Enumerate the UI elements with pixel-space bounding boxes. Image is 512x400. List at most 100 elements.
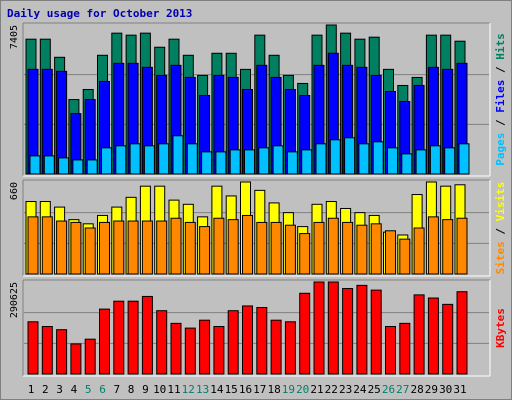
bar-kbytes-day-25 xyxy=(370,289,382,375)
bar-sites-day-11 xyxy=(170,217,182,275)
x-tick-day-6: 6 xyxy=(99,383,106,396)
bar-kbytes-day-18 xyxy=(270,319,282,375)
bar-sites-day-12 xyxy=(184,221,196,275)
bar-kbytes-day-8 xyxy=(127,300,139,375)
bar-pages-day-30 xyxy=(444,147,456,175)
x-tick-day-4: 4 xyxy=(71,383,78,396)
bar-kbytes-day-14 xyxy=(213,326,225,375)
x-tick-day-7: 7 xyxy=(113,383,120,396)
bar-pages-day-4 xyxy=(72,159,84,175)
bar-kbytes-day-10 xyxy=(156,310,168,375)
bar-kbytes-day-2 xyxy=(41,326,53,375)
bar-sites-day-13 xyxy=(199,226,211,275)
bar-sites-day-8 xyxy=(127,220,139,275)
bar-kbytes-day-16 xyxy=(242,305,253,375)
x-tick-day-30: 30 xyxy=(439,383,452,396)
bar-kbytes-day-7 xyxy=(113,300,125,375)
bar-pages-day-3 xyxy=(58,157,70,175)
bar-kbytes-day-29 xyxy=(427,297,439,375)
bar-pages-day-25 xyxy=(372,141,384,175)
x-tick-day-9: 9 xyxy=(142,383,149,396)
bar-pages-day-11 xyxy=(172,135,184,175)
bar-pages-day-15 xyxy=(229,149,241,175)
bar-pages-day-17 xyxy=(258,147,270,175)
bar-kbytes-day-28 xyxy=(413,294,425,375)
bar-pages-day-10 xyxy=(158,143,170,175)
bar-pages-day-14 xyxy=(215,151,227,175)
bar-kbytes-day-15 xyxy=(227,310,239,375)
x-tick-day-2: 2 xyxy=(42,383,49,396)
bar-pages-day-7 xyxy=(115,145,127,175)
y-max-label: 290625 xyxy=(9,282,20,318)
x-tick-day-26: 26 xyxy=(382,383,395,396)
x-tick-day-1: 1 xyxy=(28,383,35,396)
bar-pages-day-5 xyxy=(86,159,98,175)
bar-sites-day-25 xyxy=(370,223,382,275)
bar-sites-day-16 xyxy=(242,214,253,275)
panel-hits-files-pages: 7405 Pages / Files / Hits xyxy=(9,22,507,177)
panel-kbytes: 290625 KBytes xyxy=(9,279,507,377)
bar-sites-day-3 xyxy=(56,220,68,275)
bar-sites-day-30 xyxy=(442,219,454,275)
bar-sites-day-6 xyxy=(99,221,110,275)
bar-pages-day-29 xyxy=(429,145,441,175)
x-tick-day-3: 3 xyxy=(56,383,63,396)
bar-sites-day-29 xyxy=(427,216,439,275)
bar-kbytes-day-22 xyxy=(327,281,339,375)
bar-kbytes-day-31 xyxy=(456,291,468,375)
bar-sites-day-21 xyxy=(313,221,325,275)
bar-kbytes-day-11 xyxy=(170,322,182,375)
bar-pages-day-8 xyxy=(129,143,141,175)
bar-pages-day-20 xyxy=(301,149,313,175)
legend-segment: Files xyxy=(494,80,507,113)
legend-segment: / xyxy=(494,60,507,80)
legend-segment: / xyxy=(494,113,507,133)
legend-segment: KBytes xyxy=(494,308,507,348)
chart-title: Daily usage for October 2013 xyxy=(7,7,192,20)
bar-kbytes-day-1 xyxy=(27,321,39,375)
bar-pages-day-16 xyxy=(244,149,255,175)
bar-kbytes-day-13 xyxy=(199,319,211,375)
legend-segment: Visits xyxy=(494,182,507,222)
bar-pages-day-9 xyxy=(143,145,155,175)
bar-sites-day-20 xyxy=(299,233,311,275)
bar-pages-day-19 xyxy=(286,151,298,175)
bar-pages-day-18 xyxy=(272,145,284,175)
bar-kbytes-day-3 xyxy=(56,329,68,375)
bar-sites-day-15 xyxy=(227,219,239,275)
legend-visits-sites: Sites / Visits xyxy=(494,182,507,275)
x-tick-day-19: 19 xyxy=(282,383,295,396)
bar-pages-day-1 xyxy=(29,155,41,175)
bar-sites-day-17 xyxy=(256,221,268,275)
bar-kbytes-day-27 xyxy=(399,322,411,375)
panel-visits-sites: 660 Sites / Visits xyxy=(9,179,507,277)
x-tick-day-27: 27 xyxy=(396,383,409,396)
bar-pages-day-26 xyxy=(387,147,398,175)
bar-kbytes-day-5 xyxy=(84,338,96,375)
x-tick-day-28: 28 xyxy=(410,383,423,396)
bar-kbytes-day-12 xyxy=(184,327,196,375)
y-max-label: 7405 xyxy=(9,25,20,49)
x-tick-day-21: 21 xyxy=(310,383,323,396)
bar-sites-day-4 xyxy=(70,221,82,275)
x-tick-day-25: 25 xyxy=(368,383,381,396)
bar-pages-day-27 xyxy=(401,153,413,175)
x-tick-day-5: 5 xyxy=(85,383,92,396)
x-tick-day-15: 15 xyxy=(225,383,238,396)
x-tick-day-8: 8 xyxy=(128,383,135,396)
bar-sites-day-24 xyxy=(356,224,368,275)
x-tick-day-31: 31 xyxy=(453,383,466,396)
bar-sites-day-1 xyxy=(27,216,39,275)
bar-kbytes-day-9 xyxy=(141,295,153,375)
legend-segment: Pages xyxy=(494,133,507,166)
bar-pages-day-24 xyxy=(358,143,370,175)
legend-segment: Hits xyxy=(494,33,507,60)
bar-kbytes-day-23 xyxy=(342,288,354,375)
x-tick-day-10: 10 xyxy=(153,383,166,396)
bar-sites-day-2 xyxy=(41,216,53,275)
x-tick-day-22: 22 xyxy=(325,383,338,396)
bar-sites-day-22 xyxy=(327,217,339,275)
bar-sites-day-27 xyxy=(399,238,411,275)
bar-pages-day-21 xyxy=(315,143,327,175)
